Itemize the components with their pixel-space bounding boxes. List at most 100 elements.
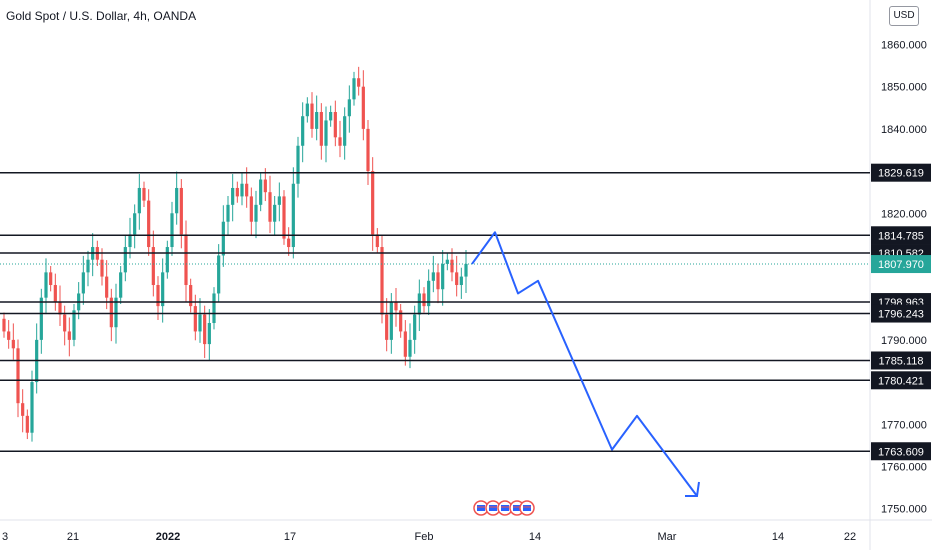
candle-body	[67, 331, 71, 340]
candle-body	[198, 314, 202, 332]
candle-body	[305, 103, 309, 117]
last-price-label: 1807.970	[878, 259, 924, 271]
candle-body	[296, 145, 300, 184]
candle-body	[324, 120, 328, 146]
candle-body	[156, 285, 160, 307]
candle-body	[361, 86, 365, 129]
time-tick-label: Mar	[658, 531, 677, 543]
time-tick-label: Feb	[415, 531, 434, 543]
candle-body	[375, 234, 379, 248]
price-tick-label: 1750.000	[881, 504, 927, 516]
candle-body	[203, 314, 207, 345]
candle-body	[100, 259, 104, 277]
candle-body	[394, 301, 398, 311]
candle-body	[109, 297, 113, 328]
candle-body	[217, 255, 221, 294]
candle-body	[49, 272, 53, 286]
candle-body	[431, 272, 435, 281]
candle-body	[301, 116, 305, 146]
candle-body	[189, 285, 193, 307]
currency-button[interactable]: USD	[889, 6, 919, 26]
time-tick-label: 14	[529, 531, 541, 543]
candle-body	[161, 272, 165, 307]
candle-body	[81, 272, 85, 294]
candle-body	[63, 314, 67, 332]
candle-body	[123, 247, 127, 273]
candle-body	[357, 78, 361, 87]
candle-body	[310, 103, 314, 129]
level-price-tag	[871, 442, 931, 461]
candle-body	[175, 187, 179, 214]
projection-path	[471, 231, 698, 497]
candle-body	[240, 183, 244, 197]
candle-body	[459, 276, 463, 286]
candle-body	[142, 187, 146, 201]
candle-body	[371, 171, 375, 235]
candle-body	[403, 331, 407, 357]
candle-body	[315, 112, 319, 129]
level-price-tag	[871, 226, 931, 245]
level-price-tag	[871, 304, 931, 323]
candle-body	[436, 272, 440, 290]
us-flag-icon	[477, 505, 485, 511]
candle-body	[147, 200, 151, 248]
candle-body	[11, 339, 15, 349]
level-price-label: 1814.785	[878, 230, 924, 242]
level-price-label: 1829.619	[878, 168, 924, 180]
price-tick-label: 1840.000	[881, 124, 927, 136]
candle-body	[114, 297, 118, 328]
candle-body	[226, 204, 230, 222]
level-price-label: 1763.609	[878, 446, 924, 458]
candle-body	[86, 259, 90, 273]
candle-body	[221, 221, 225, 256]
candle-body	[273, 204, 277, 222]
candle-body	[259, 179, 263, 205]
chart-title: Gold Spot / U.S. Dollar, 4h, OANDA	[6, 9, 197, 23]
us-flag-icon	[489, 505, 497, 511]
price-tick-label: 1770.000	[881, 419, 927, 431]
candle-body	[128, 234, 132, 248]
candle-body	[338, 137, 342, 146]
candle-body	[333, 112, 337, 138]
candle-body	[235, 187, 239, 197]
candle-body	[287, 238, 291, 248]
candle-body	[39, 297, 43, 340]
level-price-tag	[871, 371, 931, 390]
candle-body	[212, 293, 216, 323]
candle-body	[422, 293, 426, 307]
price-tick-label: 1820.000	[881, 208, 927, 220]
candle-body	[16, 348, 20, 404]
candle-body	[58, 301, 62, 315]
time-tick-label: 21	[67, 531, 79, 543]
candle-body	[179, 187, 183, 235]
time-tick-label: 17	[284, 531, 296, 543]
candle-body	[385, 314, 389, 340]
candle-body	[450, 259, 454, 273]
level-price-label: 1796.243	[878, 309, 924, 321]
candle-body	[441, 263, 445, 290]
candle-body	[291, 183, 295, 248]
candle-body	[30, 382, 34, 433]
candle-body	[329, 112, 333, 121]
candle-body	[7, 331, 11, 340]
candle-body	[282, 196, 286, 239]
candle-body	[254, 204, 258, 222]
candle-body	[277, 196, 281, 205]
us-flag-icon	[523, 505, 531, 511]
candle-body	[464, 263, 468, 277]
candle-body	[170, 213, 174, 248]
candle-body	[343, 116, 347, 146]
candle-body	[427, 280, 431, 307]
candle-body	[380, 247, 384, 315]
candle-body	[408, 339, 412, 357]
candle-body	[347, 99, 351, 117]
candle-body	[72, 310, 76, 340]
candle-body	[417, 293, 421, 315]
candle-body	[53, 285, 57, 302]
price-tick-label: 1860.000	[881, 39, 927, 51]
candle-body	[366, 128, 370, 172]
candle-body	[207, 323, 211, 345]
candle-body	[249, 196, 253, 222]
